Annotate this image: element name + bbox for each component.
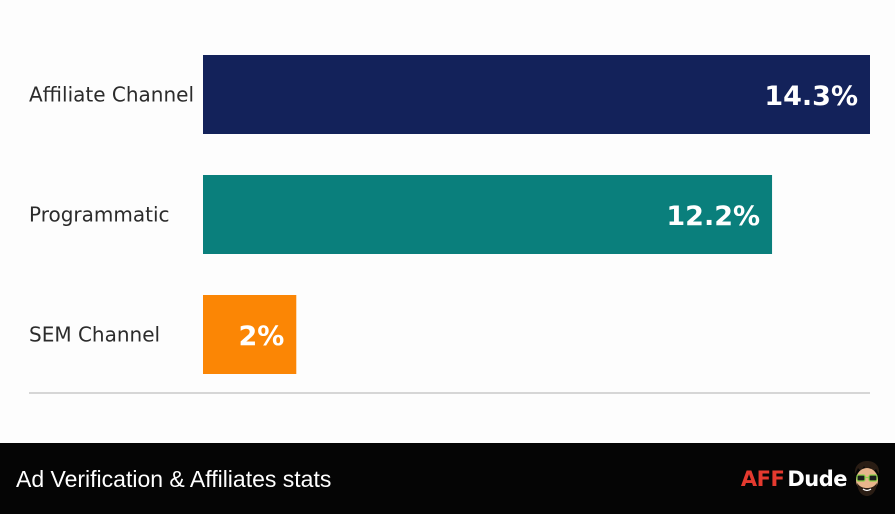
brand-logo: AFF Dude	[741, 459, 883, 499]
brand-aff-text: AFF	[740, 467, 785, 491]
value-label: 12.2%	[666, 201, 760, 232]
bar-sem-channel	[203, 295, 297, 374]
caption-title: Ad Verification & Affiliates stats	[16, 466, 332, 492]
category-label: Affiliate Channel	[29, 83, 194, 107]
mascot-icon	[854, 461, 880, 496]
category-label: SEM Channel	[29, 323, 160, 347]
value-label: 2%	[238, 321, 284, 352]
labels-group: Affiliate Channel 14.3% Programmatic 12.2% S…	[29, 81, 858, 352]
value-label: 14.3%	[764, 81, 858, 112]
bar-chart: Affiliate Channel 14.3% Programmatic 12.2% S…	[29, 55, 870, 394]
bar-programmatic	[203, 175, 773, 254]
bars-group	[203, 55, 870, 374]
brand-dude-text: Dude	[787, 467, 847, 491]
category-label: Programmatic	[29, 203, 170, 227]
caption-bar: Ad Verification & Affiliates stats AFF D…	[0, 443, 895, 514]
chart-area: Affiliate Channel 14.3% Programmatic 12.2% S…	[29, 55, 870, 394]
bar-affiliate-channel	[203, 55, 870, 134]
